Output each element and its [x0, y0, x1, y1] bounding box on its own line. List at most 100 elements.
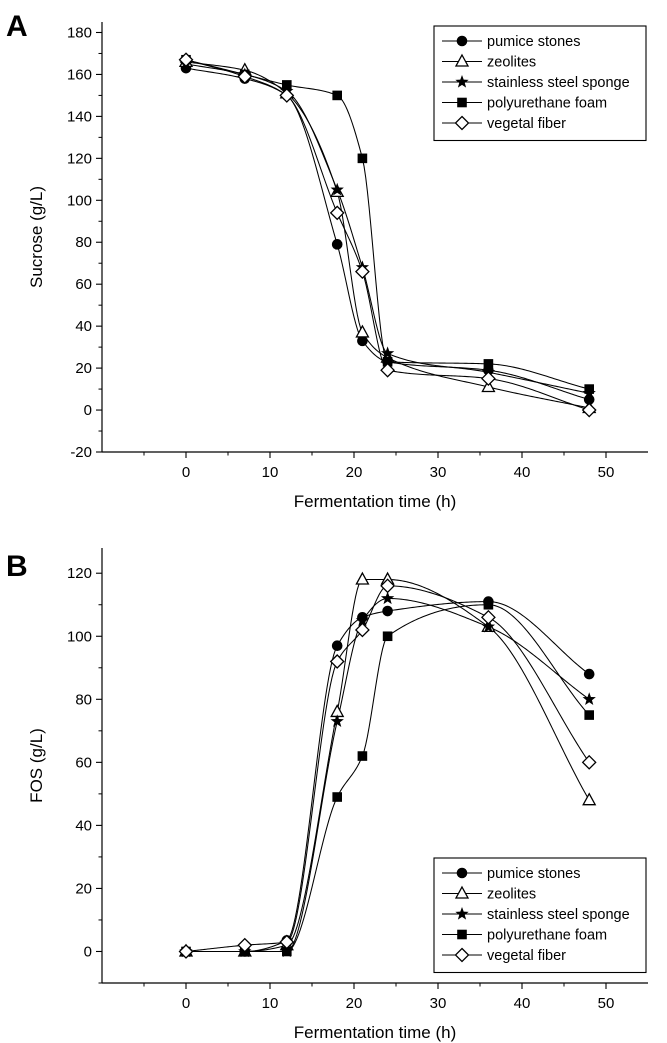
data-point-polyurethane-foam: [332, 792, 342, 802]
data-point-polyurethane-foam: [382, 631, 393, 642]
data-point-vegetal-fiber: [581, 754, 597, 770]
x-tick-label: 10: [262, 995, 279, 1012]
legend-marker-zeolites: [454, 53, 470, 67]
x-tick-label: 0: [182, 995, 190, 1012]
data-point-vegetal-fiber: [279, 934, 295, 950]
sucrose-chart: 0 10 20 30 40 50 -20 0 20 40 60 80 100 120 140 160 180 Fe…: [27, 22, 648, 511]
data-point-vegetal-fiber: [178, 944, 194, 959]
legend-marker-zeolites: [454, 885, 470, 899]
data-point-stainless-steel-sponge: [355, 613, 370, 627]
panel-label-b: B: [6, 550, 28, 583]
data-point-vegetal-fiber: [329, 654, 345, 669]
data-point-vegetal-fiber: [237, 937, 253, 953]
panel-label-a: A: [6, 10, 28, 43]
data-point-stainless-steel-sponge: [380, 346, 395, 360]
data-point-stainless-steel-sponge: [330, 182, 344, 196]
y-tick-label: 80: [75, 691, 92, 708]
y-tick-label: 60: [75, 754, 92, 771]
x-tick-label: 20: [346, 995, 363, 1012]
data-point-vegetal-fiber: [178, 52, 194, 68]
legend-label-zeolites: zeolites: [487, 887, 536, 903]
x-tick-label: 10: [262, 464, 279, 481]
data-point-polyurethane-foam: [584, 710, 594, 720]
legend-label-pumice-stones: pumice stones: [487, 866, 581, 882]
y-tick-label: 120: [67, 150, 92, 167]
legend-marker-stainless-steel-sponge: [455, 75, 469, 88]
data-point-stainless-steel-sponge: [582, 692, 596, 705]
y-axis-title: Sucrose (g/L): [27, 186, 46, 288]
x-axis-title: Fermentation time (h): [294, 492, 457, 511]
y-axis-title: FOS (g/L): [27, 728, 46, 803]
data-point-vegetal-fiber: [237, 69, 253, 84]
legend-box: [433, 25, 647, 142]
legend: pumice stones zeolites stainless steel spo…: [433, 25, 647, 142]
y-tick-label: 0: [84, 943, 92, 960]
fos-chart: 0 10 20 30 40 50 0 20 40 60 80 100 120 Fermentation t…: [27, 548, 648, 1042]
y-tick-label: 80: [75, 234, 92, 251]
legend-marker-vegetal-fiber: [454, 115, 470, 131]
y-tick-label: 100: [67, 192, 92, 209]
y-tick-label: 180: [67, 24, 92, 41]
data-point-vegetal-fiber: [480, 371, 496, 387]
data-point-pumice-stones: [331, 239, 343, 250]
x-axis-title: Fermentation time (h): [294, 1023, 457, 1042]
y-tick-label: 0: [84, 402, 92, 419]
x-tick-label: 40: [514, 464, 531, 481]
x-tick-label: 0: [182, 464, 190, 481]
data-point-pumice-stones: [357, 335, 368, 347]
data-point-vegetal-fiber: [581, 402, 597, 418]
x-tick-label: 20: [346, 464, 363, 481]
data-point-pumice-stones: [331, 640, 343, 652]
data-point-vegetal-fiber: [279, 87, 295, 103]
legend-marker-pumice-stones: [456, 867, 468, 879]
legend-label-stainless-steel-sponge: stainless steel sponge: [487, 907, 630, 923]
data-point-zeolites: [355, 571, 370, 585]
legend-label-stainless-steel-sponge: stainless steel sponge: [487, 75, 630, 91]
data-point-vegetal-fiber: [354, 264, 370, 280]
y-tick-label: 60: [75, 276, 92, 293]
data-point-vegetal-fiber: [380, 362, 396, 378]
data-point-polyurethane-foam: [584, 384, 594, 394]
data-point-polyurethane-foam: [357, 751, 368, 761]
legend-marker-polyurethane-foam: [457, 929, 467, 940]
y-tick-label: 40: [75, 817, 92, 834]
data-point-polyurethane-foam: [282, 946, 292, 957]
data-point-polyurethane-foam: [483, 359, 494, 369]
legend-marker-vegetal-fiber: [454, 947, 470, 963]
y-tick-label: 120: [67, 565, 92, 582]
data-point-polyurethane-foam: [382, 357, 393, 367]
x-tick-label: 40: [514, 995, 531, 1012]
data-point-vegetal-fiber: [480, 609, 496, 625]
x-tick-label: 50: [598, 464, 615, 481]
data-point-polyurethane-foam: [357, 153, 368, 164]
legend-label-zeolites: zeolites: [487, 55, 536, 71]
data-point-stainless-steel-sponge: [330, 714, 344, 728]
data-point-polyurethane-foam: [332, 90, 342, 101]
y-tick-label: 40: [75, 318, 92, 335]
legend-label-vegetal-fiber: vegetal fiber: [487, 948, 566, 964]
legend-marker-polyurethane-foam: [457, 97, 467, 108]
legend: pumice stones zeolites stainless steel spo…: [433, 857, 647, 974]
data-point-stainless-steel-sponge: [380, 591, 395, 605]
legend-label-vegetal-fiber: vegetal fiber: [487, 116, 566, 132]
data-point-polyurethane-foam: [282, 80, 292, 90]
data-point-polyurethane-foam: [483, 599, 494, 610]
y-tick-label: 100: [67, 628, 92, 645]
x-tick-label: 30: [430, 995, 447, 1012]
y-tick-label: 160: [67, 66, 92, 83]
y-tick-label: 140: [67, 108, 92, 125]
x-tick-label: 30: [430, 464, 447, 481]
data-point-zeolites: [355, 324, 370, 338]
y-tick-label: 20: [75, 360, 92, 377]
data-point-stainless-steel-sponge: [481, 619, 496, 633]
legend-label-polyurethane-foam: polyurethane foam: [487, 928, 607, 944]
y-tick-label: 20: [75, 880, 92, 897]
data-point-vegetal-fiber: [380, 578, 396, 594]
legend-box: [433, 857, 647, 974]
data-point-pumice-stones: [583, 668, 595, 680]
x-tick-label: 50: [598, 995, 615, 1012]
data-point-zeolites: [582, 792, 597, 806]
y-tick-label: -20: [70, 444, 92, 461]
data-point-vegetal-fiber: [329, 205, 345, 221]
